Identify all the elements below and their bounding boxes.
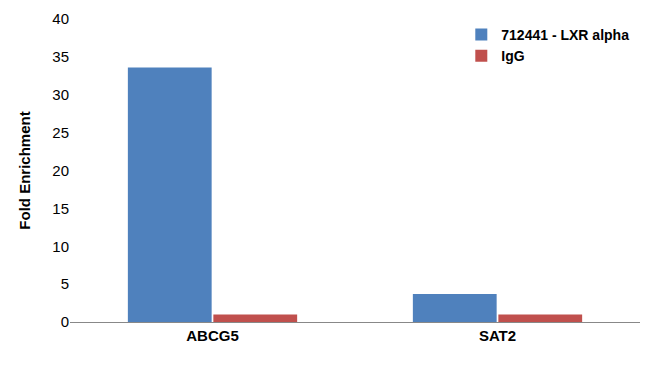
svg-text:35: 35 — [52, 48, 69, 65]
svg-text:30: 30 — [52, 86, 69, 103]
svg-text:15: 15 — [52, 200, 69, 217]
svg-text:ABCG5: ABCG5 — [186, 327, 239, 344]
svg-text:20: 20 — [52, 162, 69, 179]
svg-text:25: 25 — [52, 124, 69, 141]
svg-text:40: 40 — [52, 10, 69, 27]
svg-text:IgG: IgG — [501, 48, 524, 64]
svg-text:SAT2: SAT2 — [479, 327, 516, 344]
svg-text:712441 - LXR alpha: 712441 - LXR alpha — [501, 27, 629, 43]
svg-text:0: 0 — [61, 313, 69, 330]
svg-text:10: 10 — [52, 238, 69, 255]
svg-text:5: 5 — [61, 275, 69, 292]
svg-text:Fold Enrichment: Fold Enrichment — [16, 111, 33, 229]
